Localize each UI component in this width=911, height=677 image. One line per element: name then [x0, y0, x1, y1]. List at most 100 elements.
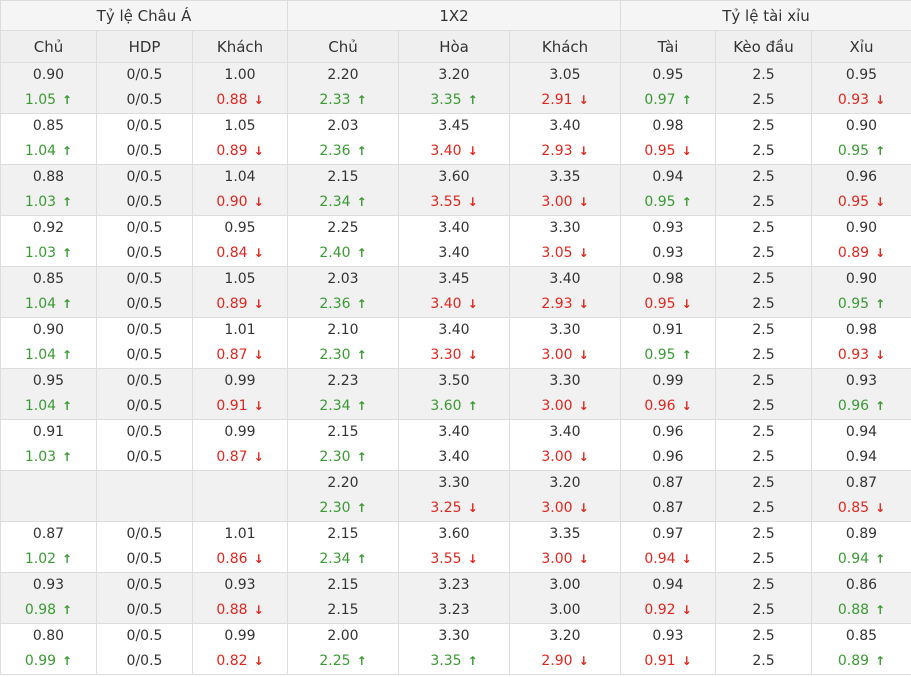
table-row: 0.92 1.03 ↑ 0/0.5 0/0.5 0.95 0.84 ↓ 2.25 2.40 ↑ 3.4…	[0, 215, 911, 267]
current-odds-value: 2.25	[319, 653, 351, 669]
table-row: 0.91 1.03 ↑ 0/0.5 0/0.5 0.99 0.87 ↓ 2.15 2.30 ↑ 3.4…	[0, 419, 911, 471]
odds-cell: 0/0.5 0/0.5	[96, 62, 193, 114]
odds-cell: 0.88 1.03 ↑	[0, 164, 97, 216]
odds-cell: 0.87 0.85 ↓	[811, 470, 911, 522]
current-odds: 3.35 ↑	[399, 649, 509, 674]
opening-odds: 0/0.5	[126, 526, 163, 542]
current-odds-value: 2.33	[319, 92, 351, 108]
opening-odds: 0/0.5	[126, 628, 163, 644]
opening-odds: 3.20	[438, 67, 470, 83]
odds-cell: 3.30 3.00 ↓	[509, 368, 622, 420]
opening-odds: 2.15	[327, 169, 359, 185]
odds-cell: 0.94 0.94	[811, 419, 911, 471]
col-header-over: Tài	[620, 30, 717, 63]
odds-cell: 0.95 0.84 ↓	[191, 215, 289, 267]
opening-odds: 2.20	[327, 475, 359, 491]
current-odds: 3.30 ↓	[399, 343, 509, 368]
current-odds: 2.5	[716, 496, 811, 521]
opening-odds: 0.95	[224, 220, 256, 236]
current-odds-value: 3.55	[430, 194, 462, 210]
odds-cell: 1.01 0.87 ↓	[191, 317, 289, 369]
current-odds-value: 3.00	[541, 398, 573, 414]
arrow-down-icon: ↓	[253, 144, 264, 158]
current-odds: 1.05 ↑	[1, 88, 96, 113]
odds-cell: 0.99 0.87 ↓	[191, 419, 289, 471]
group-header-1x2: 1X2	[287, 0, 622, 31]
current-odds: 0.99 ↑	[1, 649, 96, 674]
opening-odds: 0.90	[845, 118, 878, 134]
arrow-up-icon: ↑	[62, 399, 73, 413]
opening-odds: 1.04	[224, 169, 256, 185]
current-odds: 3.05 ↓	[510, 241, 620, 266]
odds-cell	[191, 470, 289, 522]
current-odds-value: 0/0.5	[126, 551, 163, 567]
odds-cell: 2.5 2.5	[715, 521, 813, 573]
current-odds	[1, 496, 96, 521]
odds-cell: 2.5 2.5	[715, 215, 813, 267]
opening-odds: 0.99	[652, 373, 684, 389]
table-row: 2.20 2.30 ↑ 3.30 3.25 ↓ 3.20 3.00 ↓ 0.87 0.87 2.5 2.…	[0, 470, 911, 522]
arrow-down-icon: ↓	[253, 348, 264, 362]
current-odds-value: 3.40	[430, 143, 462, 159]
opening-odds: 0.89	[845, 526, 878, 542]
odds-cell: 0.95 0.97 ↑	[620, 62, 717, 114]
opening-odds	[1, 471, 96, 496]
current-odds-value: 0.84	[216, 245, 248, 261]
odds-cell: 1.04 0.90 ↓	[191, 164, 289, 216]
opening-odds	[193, 471, 287, 496]
current-odds: 2.5	[716, 547, 811, 572]
table-row: 0.90 1.05 ↑ 0/0.5 0/0.5 1.00 0.88 ↓ 2.20 2.33 ↑ 3.2…	[0, 62, 911, 114]
current-odds: 0.85 ↓	[812, 496, 911, 521]
odds-cell: 0.97 0.94 ↓	[620, 521, 717, 573]
current-odds-value: 3.00	[541, 500, 573, 516]
odds-cell: 3.20 2.90 ↓	[509, 623, 622, 675]
arrow-down-icon: ↓	[875, 348, 886, 362]
arrow-down-icon: ↓	[578, 246, 589, 260]
current-odds: 0.96	[621, 445, 715, 470]
opening-odds: 0.93	[652, 220, 684, 236]
opening-odds: 0/0.5	[126, 169, 163, 185]
current-odds: 0.87 ↓	[193, 445, 287, 470]
current-odds: 3.00 ↓	[510, 445, 620, 470]
current-odds-value: 2.5	[752, 398, 775, 414]
current-odds-value: 0.93	[837, 347, 870, 363]
arrow-up-icon: ↑	[356, 399, 367, 413]
odds-cell: 2.10 2.30 ↑	[287, 317, 400, 369]
odds-cell: 3.40 3.40	[398, 215, 511, 267]
odds-cell: 2.15 2.34 ↑	[287, 164, 400, 216]
odds-cell: 0.98 0.95 ↓	[620, 113, 717, 165]
current-odds-value: 0.88	[837, 602, 870, 618]
odds-cell	[0, 470, 97, 522]
arrow-down-icon: ↓	[875, 246, 886, 260]
current-odds-value: 1.04	[24, 347, 57, 363]
odds-cell: 0.93 0.91 ↓	[620, 623, 717, 675]
current-odds: 0.98 ↑	[1, 598, 96, 623]
arrow-up-icon: ↑	[356, 144, 367, 158]
opening-odds: 0.94	[845, 424, 878, 440]
opening-odds: 2.5	[752, 169, 775, 185]
col-header-opening: Kèo đầu	[715, 30, 813, 63]
opening-odds: 2.00	[327, 628, 359, 644]
arrow-down-icon: ↓	[253, 552, 264, 566]
odds-cell: 0.96 0.95 ↓	[811, 164, 911, 216]
odds-cell: 0.85 1.04 ↑	[0, 113, 97, 165]
opening-odds: 0.99	[224, 628, 256, 644]
opening-odds: 0.93	[652, 628, 684, 644]
opening-odds: 0.80	[32, 628, 65, 644]
arrow-up-icon: ↑	[62, 552, 73, 566]
current-odds-value: 3.00	[541, 194, 573, 210]
odds-cell: 0.98 0.95 ↓	[620, 266, 717, 318]
odds-cell: 2.25 2.40 ↑	[287, 215, 400, 267]
column-header-row: Chủ HDP Khách Chủ Hòa Khách Tài Kèo đầu …	[0, 30, 911, 63]
opening-odds: 3.45	[438, 118, 470, 134]
arrow-down-icon: ↓	[875, 501, 886, 515]
opening-odds: 3.20	[549, 475, 581, 491]
current-odds: 0.87 ↓	[193, 343, 287, 368]
group-header-row: Tỷ lệ Châu Á 1X2 Tỷ lệ tài xỉu	[0, 0, 911, 31]
opening-odds: 1.00	[224, 67, 256, 83]
opening-odds: 2.15	[327, 577, 359, 593]
current-odds: 1.03 ↑	[1, 190, 96, 215]
current-odds: 3.40 ↓	[399, 292, 509, 317]
opening-odds: 3.40	[549, 118, 581, 134]
odds-cell: 3.60 3.55 ↓	[398, 164, 511, 216]
